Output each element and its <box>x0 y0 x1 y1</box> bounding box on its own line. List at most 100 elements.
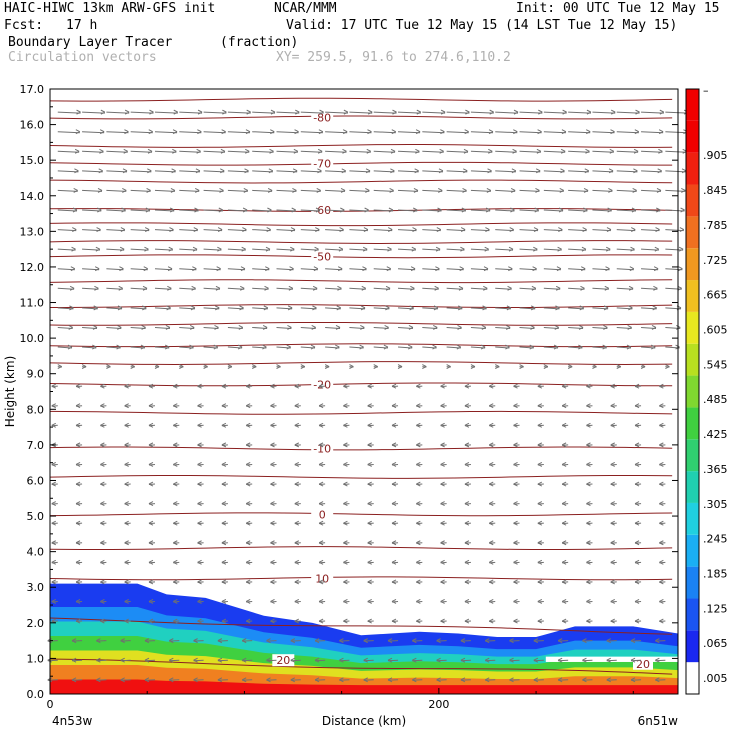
vector-head <box>679 227 685 233</box>
vector-head <box>558 207 564 213</box>
vector-shaft <box>641 268 659 271</box>
vector-head <box>436 227 442 233</box>
vector-head <box>343 520 348 526</box>
vector-head <box>561 540 567 546</box>
vector-head <box>290 638 296 644</box>
colorbar-label: .905 <box>703 149 728 162</box>
vector-shaft <box>179 209 199 212</box>
vector-head <box>70 266 76 272</box>
vector-head <box>197 618 202 624</box>
vector-head <box>189 324 195 330</box>
vector-head <box>124 129 129 135</box>
vector-head <box>530 305 536 311</box>
vector-head <box>270 579 275 585</box>
vector-shaft <box>106 170 128 173</box>
temperature-contour <box>49 617 673 635</box>
vector-head <box>585 129 591 135</box>
vector-shaft <box>252 229 271 232</box>
vector-head <box>583 207 588 213</box>
vector-shaft <box>203 170 225 173</box>
vector-head <box>440 520 445 526</box>
vector-head <box>553 344 559 350</box>
y-tick-label: 5.0 <box>27 510 45 523</box>
vector-head <box>245 129 251 135</box>
vector-shaft <box>470 189 491 192</box>
vector-shaft <box>300 111 324 114</box>
vector-head <box>166 305 171 311</box>
vector-head <box>485 677 490 683</box>
vector-head <box>179 364 184 370</box>
vector-head <box>318 559 324 565</box>
vector-head <box>585 148 590 154</box>
vector-shaft <box>373 170 395 173</box>
vector-shaft <box>543 189 564 192</box>
vector-shaft <box>252 209 272 212</box>
vector-shaft <box>300 131 323 134</box>
vector-head <box>193 227 199 233</box>
vector-head <box>433 305 439 311</box>
vector-head <box>221 403 227 409</box>
vector-head <box>610 540 615 546</box>
vector-shaft <box>495 111 519 114</box>
vector-head <box>147 148 153 154</box>
vector-shaft <box>252 248 271 251</box>
vector-head <box>416 109 422 115</box>
vector-head <box>270 422 275 428</box>
vector-head <box>561 462 567 467</box>
vector-head <box>171 168 176 174</box>
vector-shaft <box>325 268 343 271</box>
vector-shaft <box>82 111 105 114</box>
vector-head <box>72 207 78 213</box>
vector-head <box>149 109 154 115</box>
y-tick-label: 14.0 <box>20 190 45 203</box>
vector-head <box>367 520 372 526</box>
vector-head <box>507 285 512 291</box>
temperature-contour <box>49 446 673 451</box>
vector-head <box>167 285 172 291</box>
vector-head <box>367 129 372 135</box>
vector-head <box>245 148 250 154</box>
vector-head <box>387 246 392 252</box>
contour-label-bg <box>311 442 334 455</box>
vector-head <box>437 207 442 213</box>
vector-head <box>193 638 198 644</box>
vector-head <box>221 442 227 448</box>
vector-head <box>310 344 316 350</box>
vector-head <box>197 383 202 389</box>
colorbar-segment <box>686 152 699 185</box>
vector-shaft <box>422 268 440 271</box>
vector-head <box>536 148 542 154</box>
vector-head <box>581 246 587 252</box>
vector-shaft <box>616 131 639 134</box>
vector-head <box>146 187 151 193</box>
vector-head <box>173 109 178 115</box>
vector-head <box>680 207 685 213</box>
vector-head <box>440 109 446 115</box>
vector-head <box>630 638 636 644</box>
vector-head <box>416 540 421 546</box>
vector-head <box>578 324 584 330</box>
vector-head <box>51 501 57 507</box>
vector-head <box>221 599 227 604</box>
vector-head <box>483 285 488 291</box>
vector-head <box>365 187 370 193</box>
vector-head <box>148 383 154 389</box>
vector-head <box>391 540 397 546</box>
vector-shaft <box>130 170 152 173</box>
vector-head <box>294 540 300 546</box>
vector-head <box>349 364 354 370</box>
vector-head <box>227 364 233 370</box>
vector-shaft <box>227 229 247 232</box>
vector-shaft <box>349 189 370 192</box>
vector-shaft <box>154 170 176 173</box>
vector-head <box>391 559 397 565</box>
vector-shaft <box>300 209 321 212</box>
vector-head <box>71 246 76 252</box>
vector-shaft <box>82 229 101 232</box>
vector-head <box>416 462 421 467</box>
vector-head <box>270 501 275 507</box>
vector-shaft <box>203 268 221 271</box>
vector-head <box>266 657 271 663</box>
vector-head <box>295 109 300 115</box>
colorbar-segment <box>686 439 699 472</box>
